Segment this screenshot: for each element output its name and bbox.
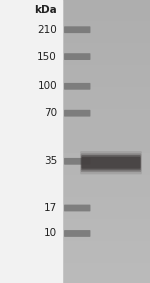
- Text: 70: 70: [44, 108, 57, 118]
- FancyBboxPatch shape: [81, 153, 141, 172]
- Text: 100: 100: [37, 81, 57, 91]
- Text: kDa: kDa: [34, 5, 57, 15]
- Text: 35: 35: [44, 156, 57, 166]
- Text: 17: 17: [44, 203, 57, 213]
- Bar: [0, 0, 63, 283]
- FancyBboxPatch shape: [64, 230, 90, 237]
- FancyBboxPatch shape: [64, 53, 90, 60]
- Text: 210: 210: [37, 25, 57, 35]
- FancyBboxPatch shape: [64, 110, 90, 117]
- FancyBboxPatch shape: [82, 157, 140, 169]
- FancyBboxPatch shape: [64, 158, 90, 165]
- FancyBboxPatch shape: [64, 205, 90, 211]
- FancyBboxPatch shape: [64, 83, 90, 90]
- FancyBboxPatch shape: [64, 26, 90, 33]
- Text: 150: 150: [37, 52, 57, 62]
- FancyBboxPatch shape: [81, 155, 141, 170]
- Text: 10: 10: [44, 228, 57, 239]
- FancyBboxPatch shape: [80, 151, 142, 174]
